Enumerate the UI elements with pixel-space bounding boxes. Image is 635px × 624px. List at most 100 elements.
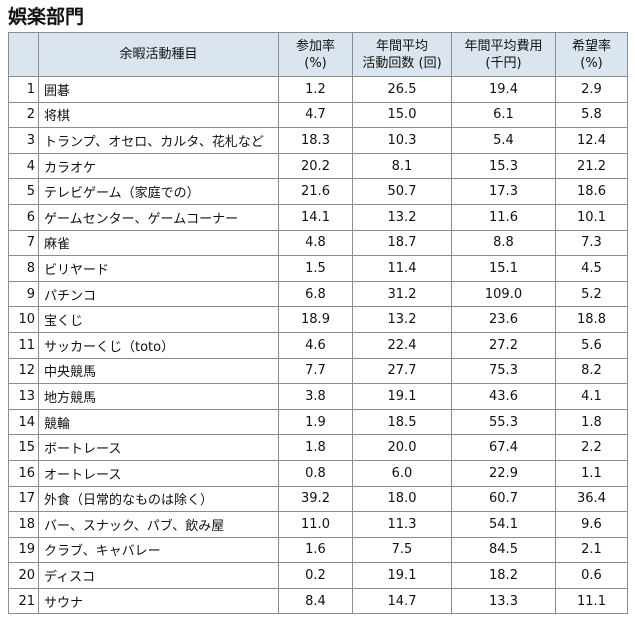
table-cell: 12.4 (555, 127, 628, 154)
table-row: 19 クラブ、キャバレー 1.6 7.5 84.5 2.1 (8, 536, 628, 564)
header-cell (8, 32, 39, 77)
table-cell: 0.8 (278, 459, 353, 487)
table-cell: 54.1 (451, 511, 556, 538)
table-cell: 19.1 (352, 383, 452, 410)
table-cell: パチンコ (38, 280, 279, 308)
table-cell: 4 (8, 152, 39, 180)
table-cell: 27.2 (451, 331, 556, 359)
table-cell: 50.7 (352, 178, 452, 205)
table-cell: 1.5 (278, 255, 353, 282)
table-cell: 60.7 (451, 485, 556, 513)
table-cell: 3 (8, 127, 39, 154)
table-row: 20 ディスコ 0.2 19.1 18.2 0.6 (8, 562, 628, 589)
header-text: (千円) (485, 55, 522, 71)
table-cell: 8.8 (451, 229, 556, 257)
table-cell: 20.2 (278, 152, 353, 180)
table-cell: 8 (8, 255, 39, 282)
table-cell: 39.2 (278, 485, 353, 513)
table-cell: 2.1 (555, 536, 628, 564)
table-cell: ビリヤード (38, 255, 279, 282)
table-cell: 競輪 (38, 408, 279, 436)
table-cell: 8.1 (352, 152, 452, 180)
table-cell: 36.4 (555, 485, 628, 513)
table-row: 6 ゲームセンター、ゲームコーナー 14.1 13.2 11.6 10.1 (8, 203, 628, 231)
table-cell: 11.3 (352, 511, 452, 538)
table-cell: 43.6 (451, 383, 556, 410)
table-cell: 囲碁 (38, 76, 279, 103)
table-cell: 19.1 (352, 562, 452, 589)
table-cell: オートレース (38, 459, 279, 487)
table-cell: 55.3 (451, 408, 556, 436)
table-cell: 12 (8, 357, 39, 385)
table-cell: バー、スナック、パブ、飲み屋 (38, 511, 279, 538)
table-row: 2 将棋 4.7 15.0 6.1 5.8 (8, 101, 628, 129)
table-cell: 16 (8, 459, 39, 487)
table-row: 3 トランプ、オセロ、カルタ、花札など 18.3 10.3 5.4 12.4 (8, 127, 628, 154)
table-cell: サッカーくじ（toto） (38, 331, 279, 359)
header-text: 年間平均 (375, 38, 428, 54)
table-row: 11 サッカーくじ（toto） 4.6 22.4 27.2 5.6 (8, 331, 628, 359)
table-cell: 麻雀 (38, 229, 279, 257)
header-row: 余暇活動種目 参加率 (%) 年間平均 活動回数 (回) 年間平均費用 (千円) 希望率 (%) (8, 32, 628, 77)
table-cell: 18.5 (352, 408, 452, 436)
table-row: 8 ビリヤード 1.5 11.4 15.1 4.5 (8, 255, 628, 282)
table-cell: 18.9 (278, 306, 353, 333)
table-cell: 109.0 (451, 280, 556, 308)
table-cell: 4.7 (278, 101, 353, 129)
header-cell: 年間平均費用 (千円) (451, 32, 556, 77)
table-cell: 11 (8, 331, 39, 359)
table-row: 13 地方競馬 3.8 19.1 43.6 4.1 (8, 383, 628, 410)
table-cell: テレビゲーム（家庭での） (38, 178, 279, 205)
table-cell: 17.3 (451, 178, 556, 205)
table-cell: 22.4 (352, 331, 452, 359)
table-cell: 7 (8, 229, 39, 257)
table-cell: 0.2 (278, 562, 353, 589)
table-cell: 20 (8, 562, 39, 589)
table-row: 5 テレビゲーム（家庭での） 21.6 50.7 17.3 18.6 (8, 178, 628, 205)
header-text: (%) (580, 55, 603, 71)
table-row: 21 サウナ 8.4 14.7 13.3 11.1 (8, 587, 628, 615)
table-cell: 将棋 (38, 101, 279, 129)
table-cell: 14.1 (278, 203, 353, 231)
table-cell: 15.0 (352, 101, 452, 129)
table-cell: 6.8 (278, 280, 353, 308)
table-cell: ディスコ (38, 562, 279, 589)
table-cell: 22.9 (451, 459, 556, 487)
table-cell: 2.9 (555, 76, 628, 103)
table-cell: 18.8 (555, 306, 628, 333)
table-cell: 21 (8, 587, 39, 615)
table-row: 4 カラオケ 20.2 8.1 15.3 21.2 (8, 152, 628, 180)
table-cell: 11.4 (352, 255, 452, 282)
table-cell: 4.5 (555, 255, 628, 282)
table-cell: 18.2 (451, 562, 556, 589)
table-cell: 75.3 (451, 357, 556, 385)
table-cell: 1.6 (278, 536, 353, 564)
table-row: 16 オートレース 0.8 6.0 22.9 1.1 (8, 459, 628, 487)
table-cell: 13 (8, 383, 39, 410)
table-cell: カラオケ (38, 152, 279, 180)
header-cell: 参加率 (%) (278, 32, 353, 77)
table-row: 12 中央競馬 7.7 27.7 75.3 8.2 (8, 357, 628, 385)
table-body: 1 囲碁 1.2 26.5 19.4 2.9 2 将棋 4.7 15.0 6.1 5.8 3 トランプ、オ… (8, 76, 628, 615)
table-cell: 11.1 (555, 587, 628, 615)
table-cell: 地方競馬 (38, 383, 279, 410)
table-cell: 10.1 (555, 203, 628, 231)
table-cell: 5.6 (555, 331, 628, 359)
table-cell: 8.4 (278, 587, 353, 615)
table-cell: 7.5 (352, 536, 452, 564)
table-cell: トランプ、オセロ、カルタ、花札など (38, 127, 279, 154)
table-cell: 23.6 (451, 306, 556, 333)
header-cell: 希望率 (%) (555, 32, 628, 77)
table-cell: 13.3 (451, 587, 556, 615)
table-cell: 5.4 (451, 127, 556, 154)
table-row: 15 ボートレース 1.8 20.0 67.4 2.2 (8, 434, 628, 461)
header-text: 参加率 (295, 38, 335, 54)
table-cell: 0.6 (555, 562, 628, 589)
header-text: (%) (304, 55, 327, 71)
table-cell: 18.6 (555, 178, 628, 205)
table-cell: 9 (8, 280, 39, 308)
table-cell: 21.2 (555, 152, 628, 180)
table-cell: 4.1 (555, 383, 628, 410)
header-text: 余暇活動種目 (119, 47, 198, 62)
